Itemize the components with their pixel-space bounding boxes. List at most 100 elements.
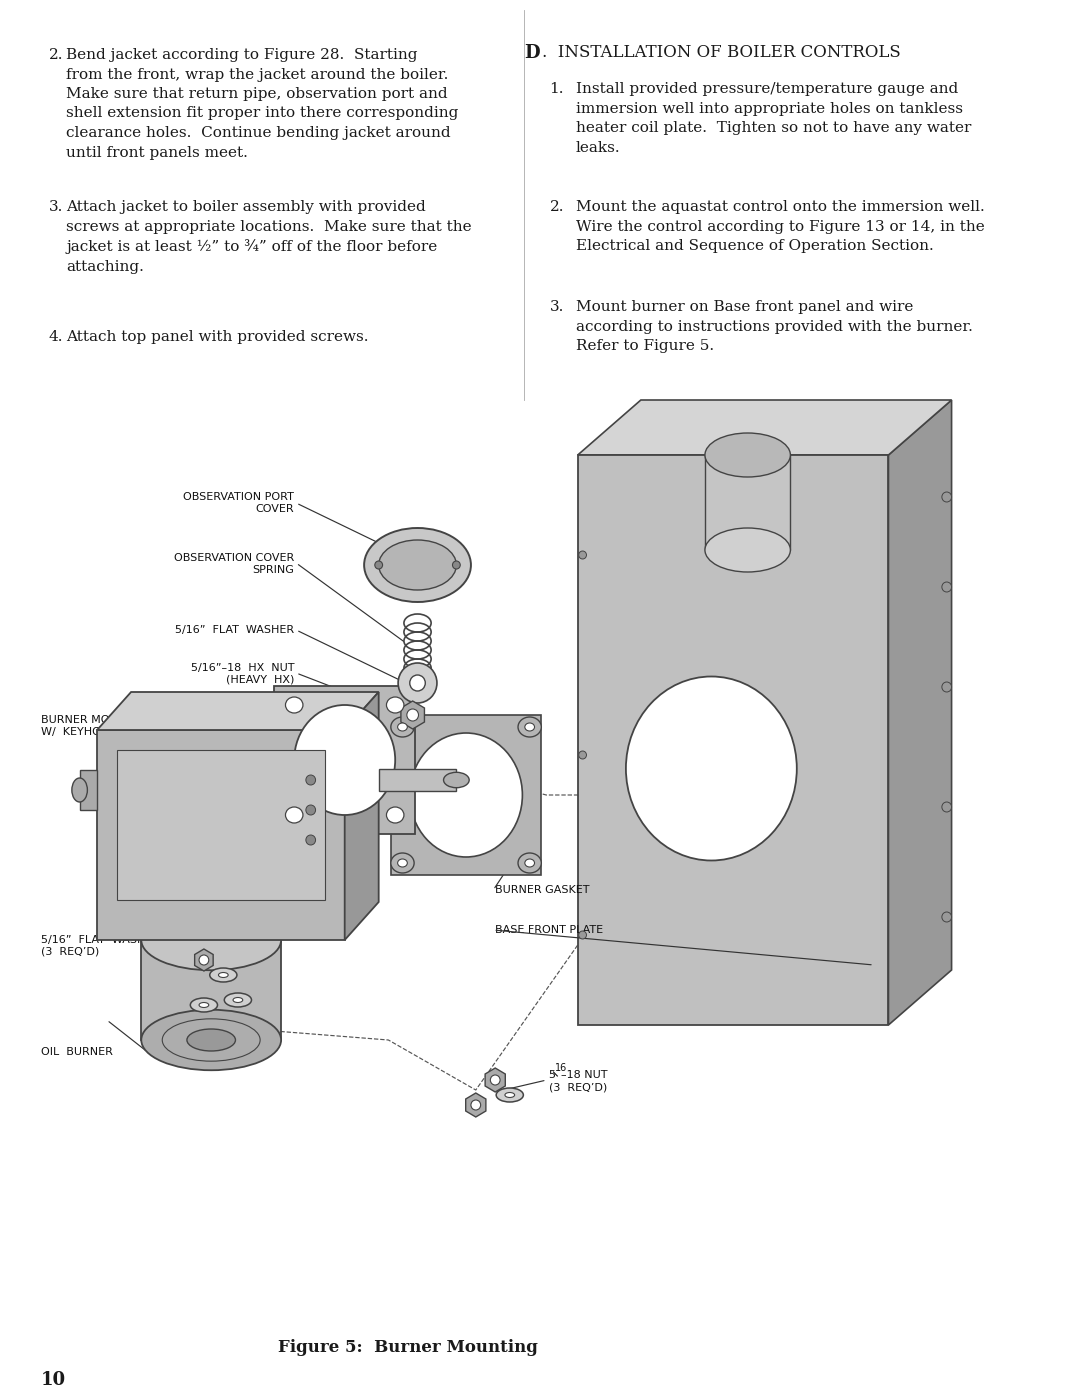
Ellipse shape xyxy=(141,909,281,971)
Ellipse shape xyxy=(391,854,414,873)
Text: –18 NUT: –18 NUT xyxy=(562,1070,608,1080)
Ellipse shape xyxy=(285,807,303,823)
Ellipse shape xyxy=(225,993,252,1007)
Text: BASE FRONT PLATE: BASE FRONT PLATE xyxy=(496,925,604,935)
Text: 3.: 3. xyxy=(49,200,63,214)
Ellipse shape xyxy=(518,717,541,738)
Ellipse shape xyxy=(409,675,426,692)
Ellipse shape xyxy=(306,835,315,845)
Ellipse shape xyxy=(364,528,471,602)
Text: 5: 5 xyxy=(549,1070,555,1080)
Ellipse shape xyxy=(579,930,586,939)
Ellipse shape xyxy=(218,972,228,978)
Polygon shape xyxy=(97,731,345,940)
Ellipse shape xyxy=(294,705,395,814)
Text: Mount the aquastat control onto the immersion well.
Wire the control according t: Mount the aquastat control onto the imme… xyxy=(576,200,985,253)
Polygon shape xyxy=(465,1092,486,1118)
Text: BURNER GASKET: BURNER GASKET xyxy=(496,886,590,895)
Ellipse shape xyxy=(579,550,586,559)
Ellipse shape xyxy=(471,1099,481,1111)
Polygon shape xyxy=(345,692,379,940)
Text: Figure 5:  Burner Mounting: Figure 5: Burner Mounting xyxy=(278,1340,538,1356)
Ellipse shape xyxy=(705,433,791,476)
Polygon shape xyxy=(705,455,791,550)
Ellipse shape xyxy=(490,1076,500,1085)
Text: Attach top panel with provided screws.: Attach top panel with provided screws. xyxy=(66,330,368,344)
Text: COVER: COVER xyxy=(256,504,294,514)
Text: OIL  BURNER: OIL BURNER xyxy=(41,1046,112,1058)
Ellipse shape xyxy=(518,854,541,873)
Polygon shape xyxy=(80,770,97,810)
Text: 1.: 1. xyxy=(550,82,564,96)
Text: 3.: 3. xyxy=(550,300,564,314)
Text: 5/16”–18  HX  NUT: 5/16”–18 HX NUT xyxy=(191,664,294,673)
Ellipse shape xyxy=(187,1030,235,1051)
Ellipse shape xyxy=(387,697,404,712)
Ellipse shape xyxy=(190,997,217,1011)
Ellipse shape xyxy=(72,778,87,802)
Polygon shape xyxy=(391,715,541,875)
Text: Attach jacket to boiler assembly with provided
screws at appropriate locations. : Attach jacket to boiler assembly with pr… xyxy=(66,200,472,274)
Ellipse shape xyxy=(942,802,951,812)
Text: OBSERVATION PORT: OBSERVATION PORT xyxy=(184,492,294,502)
Text: 2.: 2. xyxy=(550,200,564,214)
Ellipse shape xyxy=(942,583,951,592)
Ellipse shape xyxy=(233,997,243,1003)
Ellipse shape xyxy=(579,752,586,759)
Text: (3  REQ’D): (3 REQ’D) xyxy=(549,1083,607,1092)
Text: 5/16”  FLAT  WASHER: 5/16” FLAT WASHER xyxy=(41,935,160,944)
Ellipse shape xyxy=(387,807,404,823)
Text: (3  REQ’D): (3 REQ’D) xyxy=(41,947,99,957)
Polygon shape xyxy=(578,400,951,455)
Ellipse shape xyxy=(942,682,951,692)
Text: Mount burner on Base front panel and wire
according to instructions provided wit: Mount burner on Base front panel and wir… xyxy=(576,300,973,353)
Text: 16: 16 xyxy=(555,1063,568,1073)
Ellipse shape xyxy=(525,859,535,868)
Text: 10: 10 xyxy=(41,1370,66,1389)
Ellipse shape xyxy=(375,562,382,569)
Ellipse shape xyxy=(391,717,414,738)
Polygon shape xyxy=(141,940,281,1039)
Polygon shape xyxy=(194,949,213,971)
Ellipse shape xyxy=(285,697,303,712)
Ellipse shape xyxy=(453,562,460,569)
Polygon shape xyxy=(379,768,457,791)
Ellipse shape xyxy=(942,492,951,502)
Ellipse shape xyxy=(210,968,237,982)
Text: SPRING: SPRING xyxy=(253,564,294,576)
Polygon shape xyxy=(401,701,424,729)
Ellipse shape xyxy=(141,1010,281,1070)
Ellipse shape xyxy=(199,1003,208,1007)
Text: (HEAVY  HX): (HEAVY HX) xyxy=(226,675,294,685)
Polygon shape xyxy=(274,686,415,834)
Text: 4.: 4. xyxy=(49,330,63,344)
Ellipse shape xyxy=(525,724,535,731)
Ellipse shape xyxy=(409,733,523,856)
Ellipse shape xyxy=(505,1092,515,1098)
Text: BURNER MOUNTING FLANGE: BURNER MOUNTING FLANGE xyxy=(41,715,201,725)
Polygon shape xyxy=(578,455,889,1025)
Text: W/  KEYHOLE SLOTS: W/ KEYHOLE SLOTS xyxy=(41,726,153,738)
Ellipse shape xyxy=(942,912,951,922)
Ellipse shape xyxy=(306,805,315,814)
Ellipse shape xyxy=(705,528,791,571)
Ellipse shape xyxy=(444,773,469,788)
Ellipse shape xyxy=(626,676,797,861)
Text: D: D xyxy=(524,43,540,61)
Text: OBSERVATION COVER: OBSERVATION COVER xyxy=(174,553,294,563)
Ellipse shape xyxy=(397,724,407,731)
Text: 5/16”  FLAT  WASHER: 5/16” FLAT WASHER xyxy=(175,624,294,636)
Polygon shape xyxy=(117,750,325,900)
Ellipse shape xyxy=(379,541,457,590)
Ellipse shape xyxy=(496,1088,524,1102)
Text: Install provided pressure/temperature gauge and
immersion well into appropriate : Install provided pressure/temperature ga… xyxy=(576,82,971,155)
Text: .  INSTALLATION OF BOILER CONTROLS: . INSTALLATION OF BOILER CONTROLS xyxy=(542,43,901,61)
Ellipse shape xyxy=(399,664,437,703)
Polygon shape xyxy=(889,400,951,1025)
Polygon shape xyxy=(485,1067,505,1092)
Text: Bend jacket according to Figure 28.  Starting
from the front, wrap the jacket ar: Bend jacket according to Figure 28. Star… xyxy=(66,47,458,159)
Ellipse shape xyxy=(306,775,315,785)
Ellipse shape xyxy=(199,956,208,965)
Text: 2.: 2. xyxy=(49,47,63,61)
Ellipse shape xyxy=(397,859,407,868)
